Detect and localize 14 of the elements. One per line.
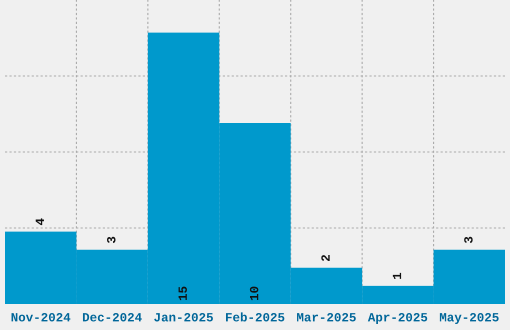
data-label: 4 bbox=[36, 218, 44, 226]
x-tick-label: Feb-2025 bbox=[226, 312, 284, 322]
x-tick-label: Mar-2025 bbox=[297, 313, 356, 322]
x-tick-label: Apr-2025 bbox=[368, 313, 428, 324]
data-label: 10 bbox=[250, 286, 258, 300]
data-label: 3 bbox=[107, 236, 116, 244]
x-tick-label: Dec-2024 bbox=[82, 313, 142, 322]
x-tick-label: Jan-2025 bbox=[154, 313, 213, 322]
data-label: 15 bbox=[178, 286, 187, 300]
data-label: 1 bbox=[392, 272, 402, 279]
data-label: 2 bbox=[321, 254, 330, 261]
x-tick-label: Nov-2024 bbox=[12, 313, 70, 322]
data-label: 3 bbox=[464, 236, 473, 244]
x-tick-label: May-2025 bbox=[440, 313, 499, 324]
